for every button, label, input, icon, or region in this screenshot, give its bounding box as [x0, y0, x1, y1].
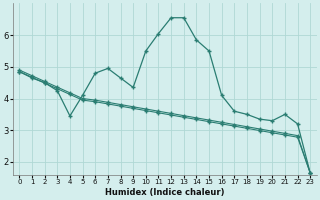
X-axis label: Humidex (Indice chaleur): Humidex (Indice chaleur): [105, 188, 225, 197]
